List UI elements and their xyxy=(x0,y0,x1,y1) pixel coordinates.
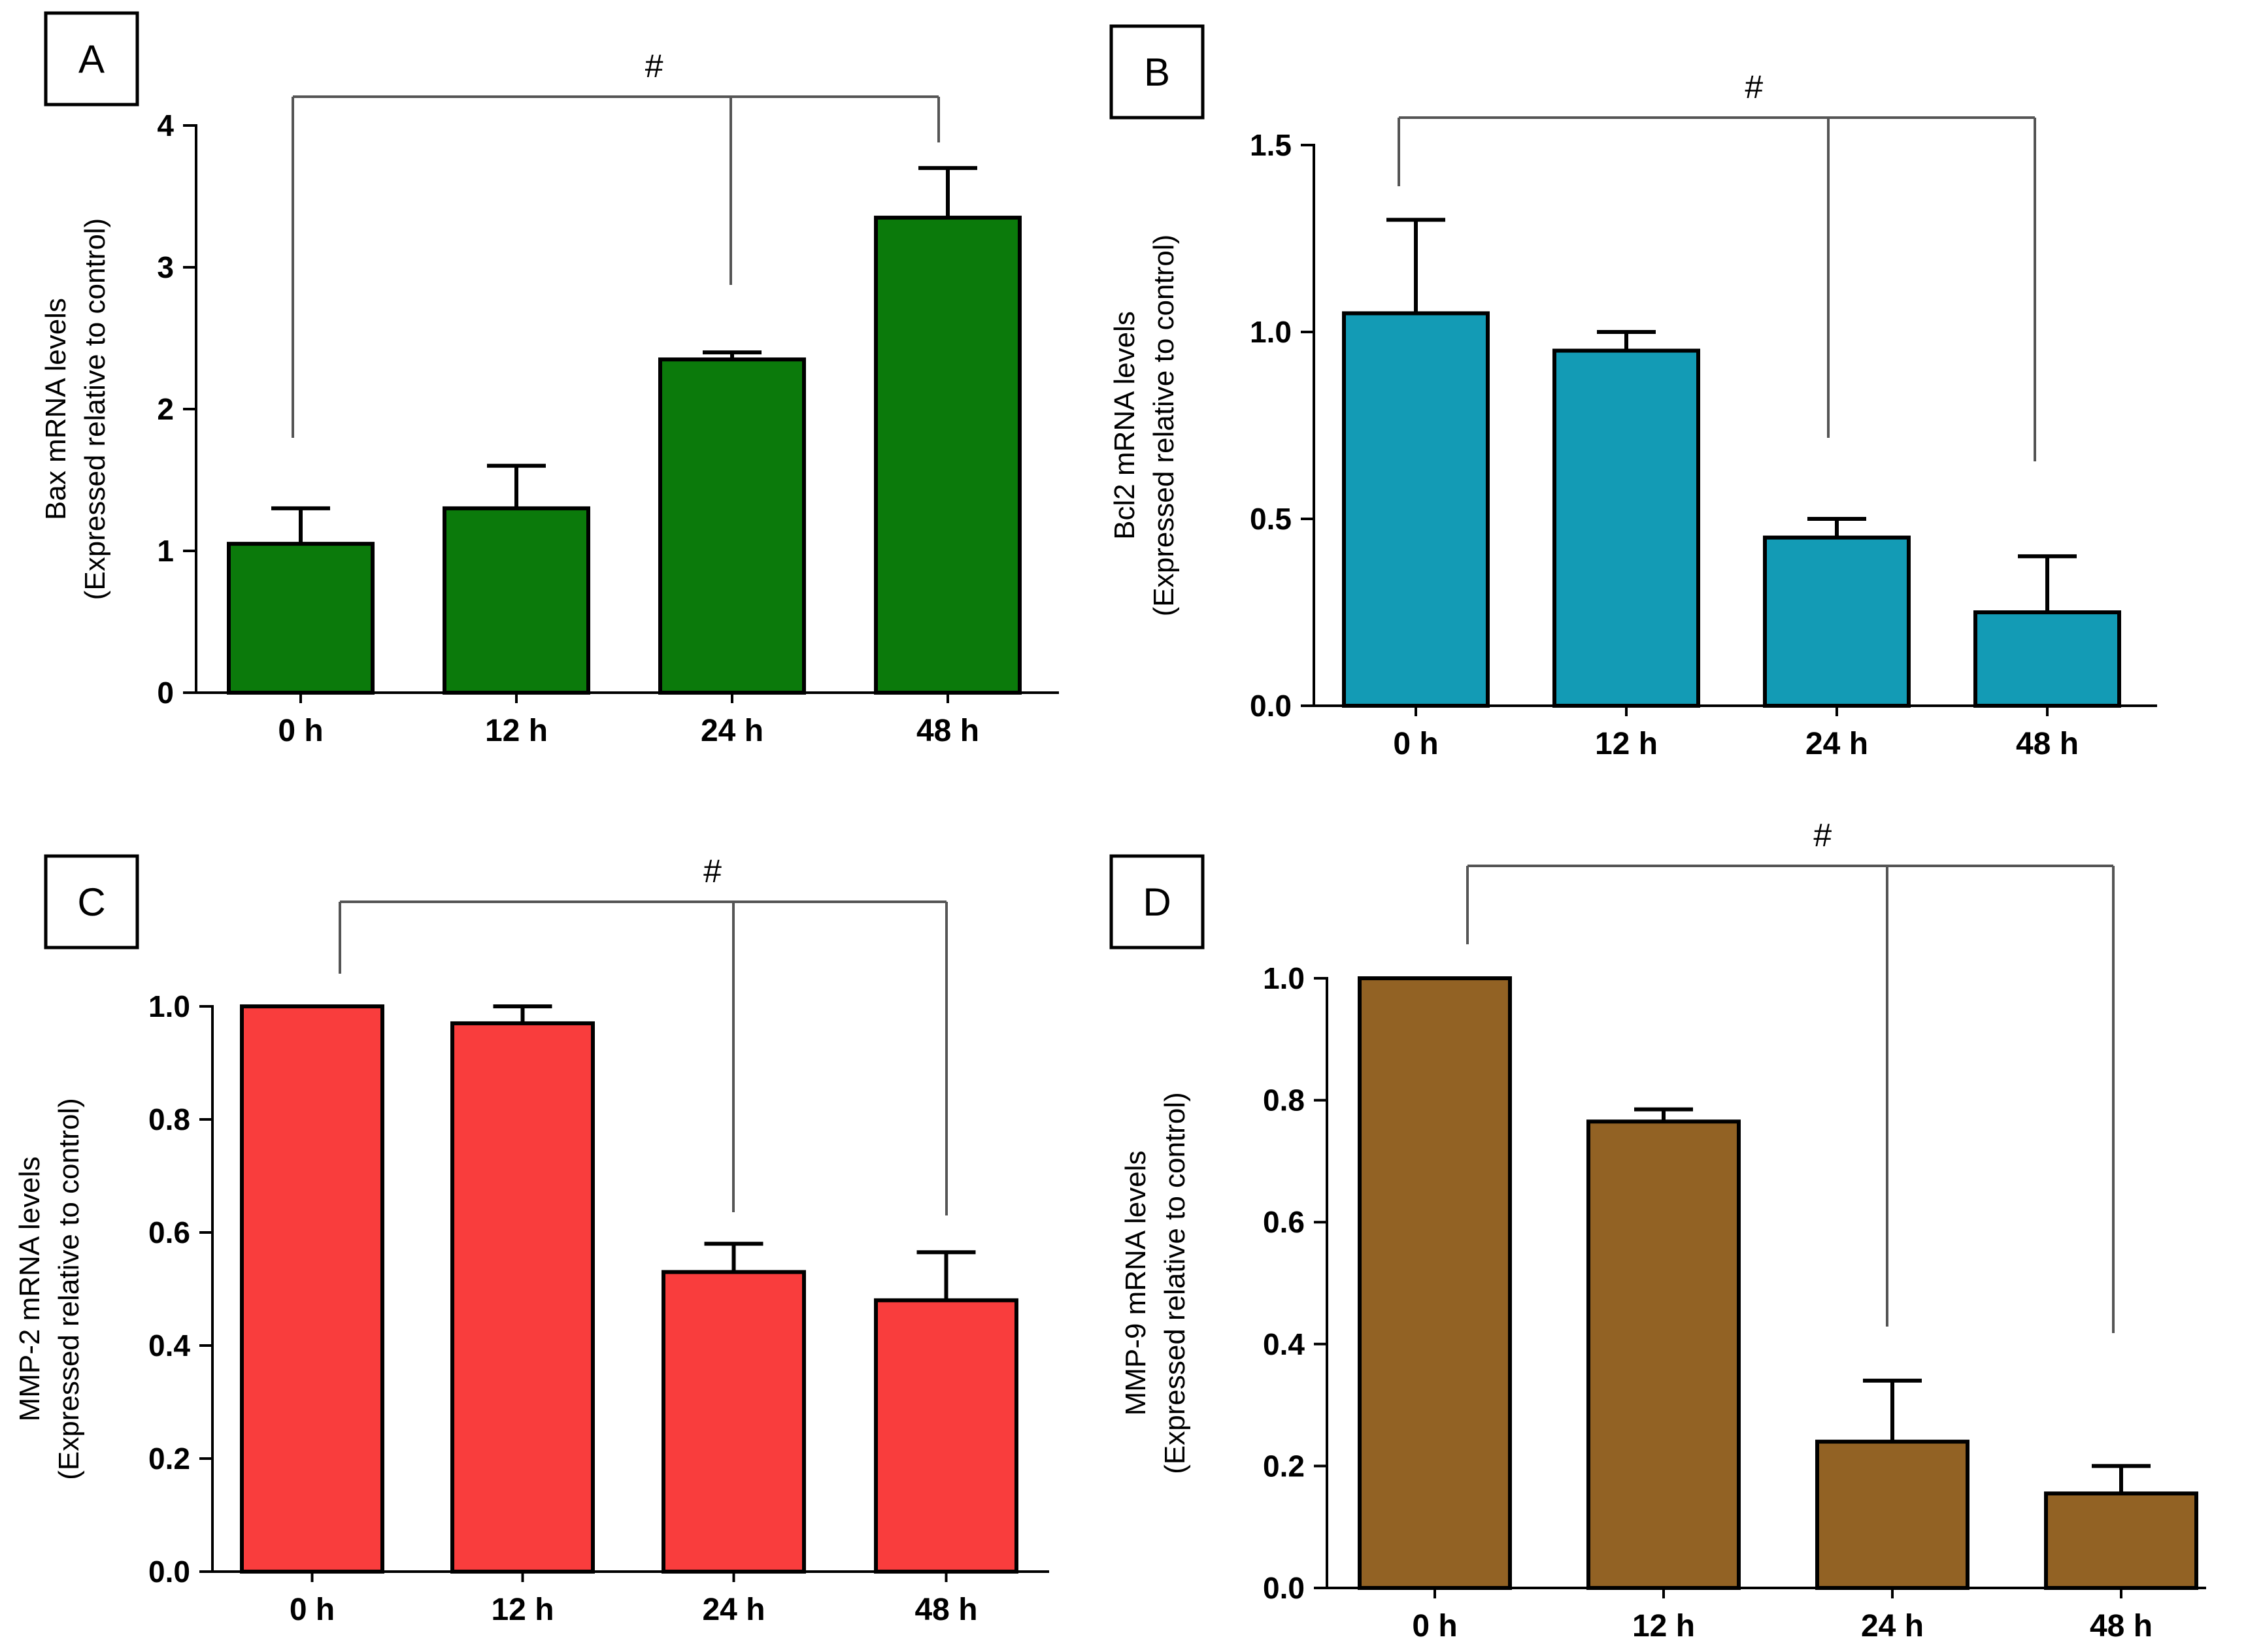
x-tick-label: 48 h xyxy=(914,1593,977,1627)
x-tick-label: 24 h xyxy=(701,714,763,748)
panel-label: C xyxy=(77,880,105,924)
panel-label-box xyxy=(1109,854,1205,950)
y-axis-label: Bax mRNA levels xyxy=(40,298,72,520)
y-tick-label: 0.2 xyxy=(1263,1449,1305,1483)
bar xyxy=(658,357,806,695)
x-tick-label: 12 h xyxy=(1595,727,1658,761)
y-tick-label: 1 xyxy=(157,534,174,568)
y-tick-label: 0.8 xyxy=(1263,1083,1305,1117)
y-axis-label: Bcl2 mRNA levels xyxy=(1109,311,1141,540)
x-tick-label: 12 h xyxy=(491,1593,554,1627)
x-tick-label: 12 h xyxy=(485,714,548,748)
y-tick-label: 0.0 xyxy=(1250,689,1292,723)
x-tick-label: 0 h xyxy=(1393,727,1438,761)
y-tick-label: 3 xyxy=(157,250,174,284)
x-tick-label: 48 h xyxy=(2016,727,2079,761)
significance-mark: # xyxy=(645,48,663,84)
bar xyxy=(1815,1440,1969,1591)
panel-label-box xyxy=(1109,24,1205,120)
x-tick-label: 0 h xyxy=(1412,1609,1457,1644)
bar xyxy=(1973,610,2121,708)
x-tick-label: 48 h xyxy=(916,714,979,748)
panel-label: D xyxy=(1143,880,1171,924)
bar xyxy=(2044,1491,2198,1591)
bar xyxy=(874,216,1022,695)
bar xyxy=(1358,976,1512,1590)
y-tick-label: 0.4 xyxy=(148,1329,190,1363)
x-tick-label: 0 h xyxy=(278,714,323,748)
y-tick-label: 1.0 xyxy=(148,989,190,1023)
bar xyxy=(443,506,590,695)
y-tick-label: 0.2 xyxy=(148,1442,190,1476)
y-tick-label: 0.6 xyxy=(148,1215,190,1249)
x-tick-label: 24 h xyxy=(1805,727,1868,761)
bar xyxy=(662,1270,806,1574)
x-tick-label: 24 h xyxy=(1861,1609,1924,1644)
y-tick-label: 1.0 xyxy=(1250,315,1292,349)
y-tick-label: 1.0 xyxy=(1263,961,1305,995)
y-tick-label: 0.0 xyxy=(1263,1571,1305,1605)
chart-panel-a: A 0 1 2 3 4 0 h 12 h 24 h 48 h Bax mRNA levels (Exp… xyxy=(40,11,1059,748)
bar xyxy=(1552,348,1700,708)
significance-mark: # xyxy=(1813,817,1832,853)
y-axis-label: (Expressed relative to control) xyxy=(79,218,111,600)
x-tick-label: 24 h xyxy=(702,1593,765,1627)
bar xyxy=(1763,535,1911,708)
significance-mark: # xyxy=(1745,69,1763,105)
y-axis-label: (Expressed relative to control) xyxy=(1159,1092,1191,1474)
x-tick-label: 0 h xyxy=(290,1593,335,1627)
y-tick-label: 0.0 xyxy=(148,1555,190,1589)
y-axis-label: MMP-2 mRNA levels xyxy=(14,1157,46,1422)
panel-label-box xyxy=(44,854,139,950)
x-tick-label: 12 h xyxy=(1632,1609,1695,1644)
bar xyxy=(450,1021,595,1574)
significance-mark: # xyxy=(703,853,722,889)
y-tick-label: 0.8 xyxy=(148,1102,190,1136)
y-axis-label: MMP-9 mRNA levels xyxy=(1120,1151,1152,1416)
panel-label: B xyxy=(1144,50,1170,94)
bar xyxy=(874,1298,1018,1574)
x-tick-label: 48 h xyxy=(2090,1609,2153,1644)
y-tick-label: 0.5 xyxy=(1250,502,1292,536)
chart-panel-d: D 0.0 0.2 0.4 0.6 0.8 1.0 0 h 12 h 24 h 48 h MMP-9 … xyxy=(1109,817,2206,1644)
y-tick-label: 0.6 xyxy=(1263,1205,1305,1239)
y-axis-label: (Expressed relative to control) xyxy=(53,1098,85,1479)
y-tick-label: 2 xyxy=(157,392,174,426)
bar xyxy=(1586,1119,1741,1590)
bar xyxy=(227,542,375,695)
chart-panel-c: C 0.0 0.2 0.4 0.6 0.8 1.0 0 h 12 h 24 h 48 h MMP-2 … xyxy=(14,853,1049,1627)
bar xyxy=(1342,311,1490,708)
chart-panel-b: B 0.0 0.5 1.0 1.5 0 h 12 h 24 h 48 h Bcl2 mRNA le… xyxy=(1109,24,2157,761)
y-tick-label: 1.5 xyxy=(1250,128,1292,162)
y-tick-label: 0.4 xyxy=(1263,1327,1305,1361)
y-tick-label: 4 xyxy=(157,108,174,142)
panel-label: A xyxy=(78,37,105,81)
y-tick-label: 0 xyxy=(157,676,174,710)
panel-label-box xyxy=(44,11,139,107)
bar xyxy=(240,1004,384,1574)
y-axis-label: (Expressed relative to control) xyxy=(1148,235,1180,616)
